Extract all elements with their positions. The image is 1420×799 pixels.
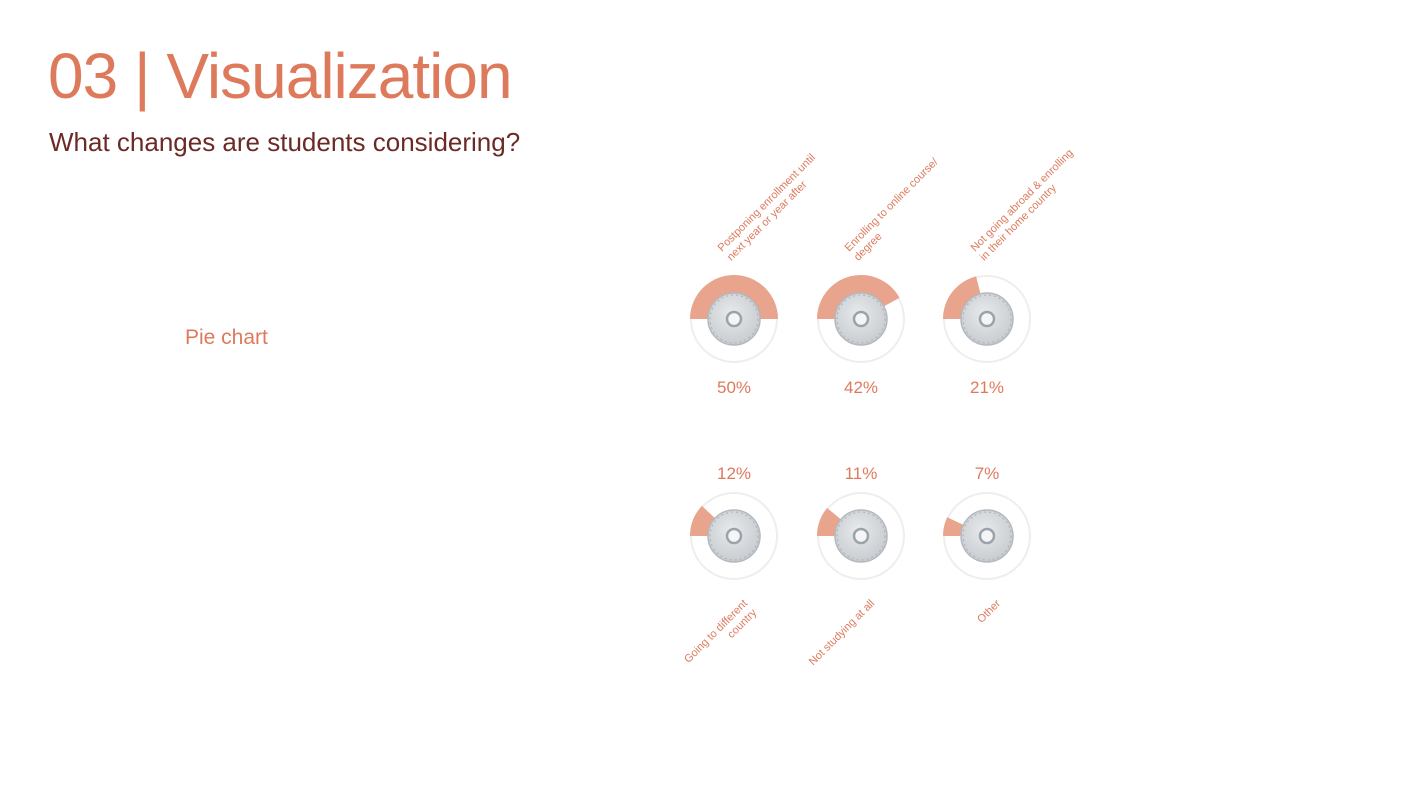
category-label: Enrolling to online course/degree <box>843 155 951 263</box>
disc-ridges <box>962 511 1012 561</box>
disc-ridges <box>836 511 886 561</box>
category-label: Not studying at all <box>807 598 877 668</box>
value-label: 7% <box>975 464 1000 483</box>
disc-hub <box>852 310 870 328</box>
category-label: Other <box>975 597 1003 625</box>
page-subtitle: What changes are students considering? <box>49 127 521 157</box>
value-label: 12% <box>717 464 751 483</box>
value-label: 21% <box>970 378 1004 397</box>
disc-ridges <box>709 511 759 561</box>
category-label: Going to differentcountry <box>682 597 760 675</box>
pie-item: 12% Going to differentcountry <box>682 464 778 675</box>
disc-hub <box>978 527 996 545</box>
disc-ridges <box>709 294 759 344</box>
value-label: 50% <box>717 378 751 397</box>
section-label: Pie chart <box>185 326 268 349</box>
disc-hub <box>725 527 743 545</box>
disc-ridges <box>836 294 886 344</box>
pie-item: 11% Not studying at all <box>807 464 905 668</box>
category-label: Not going abroad & enrollingin their hom… <box>969 147 1085 263</box>
disc-hub <box>978 310 996 328</box>
disc-hub <box>852 527 870 545</box>
pie-item: 50% Postponing enrollment untilnext year … <box>690 152 828 397</box>
category-label: Postponing enrollment untilnext year or … <box>716 152 828 264</box>
pie-item: 7% Other <box>943 464 1031 626</box>
disc-hub <box>725 310 743 328</box>
value-label: 42% <box>844 378 878 397</box>
disc-ridges <box>962 294 1012 344</box>
pie-item: 42% Enrolling to online course/degree <box>817 155 951 397</box>
value-label: 11% <box>845 464 878 483</box>
page-title: 03 | Visualization <box>48 40 513 112</box>
pie-item: 21% Not going abroad & enrollingin their … <box>943 147 1085 397</box>
